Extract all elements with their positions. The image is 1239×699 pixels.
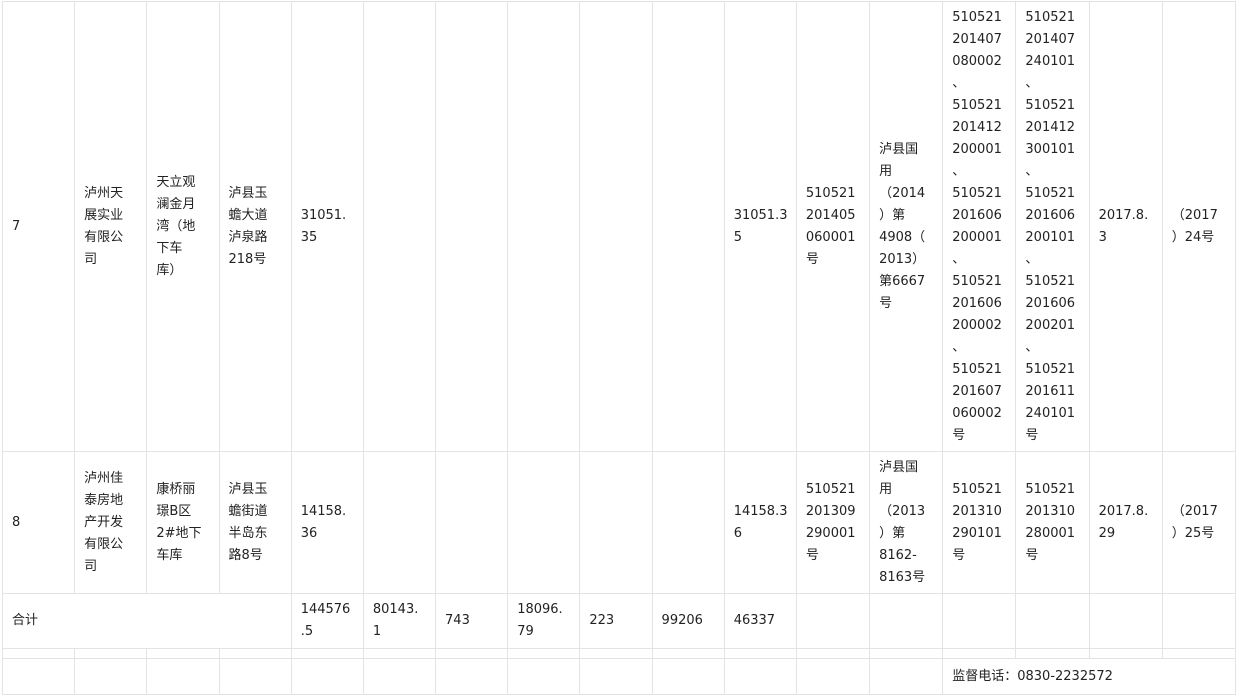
date-cell: 2017.8. 3 xyxy=(1088,1,1163,452)
empty-cell xyxy=(435,1,509,452)
empty-cell xyxy=(579,451,653,594)
empty-cell xyxy=(869,648,944,659)
company-cell: 泸州天 展实业 有限公 司 xyxy=(74,1,148,452)
empty-cell xyxy=(1088,593,1163,649)
empty-cell xyxy=(362,648,437,659)
empty-cell xyxy=(942,648,1017,659)
empty-cell xyxy=(146,648,220,659)
empty-cell xyxy=(651,658,725,695)
empty-cell xyxy=(579,1,653,452)
total-value-cell: 80143. 1 xyxy=(362,593,437,649)
empty-cell xyxy=(651,1,725,452)
certificate-cell: 510521 201309 290001 号 xyxy=(795,451,871,594)
empty-cell xyxy=(74,648,148,659)
empty-cell xyxy=(435,658,509,695)
location-cell: 泸县玉 蟾街道 半岛东 路8号 xyxy=(218,451,292,594)
empty-cell xyxy=(507,451,581,594)
project-cell: 康桥丽 璟B区 2#地下 车库 xyxy=(146,451,220,594)
empty-cell xyxy=(579,658,653,695)
table-row: 8 泸州佳 泰房地 产开发 有限公 司 康桥丽 璟B区 2#地下 车库 泸县玉 … xyxy=(1,451,1237,594)
empty-cell xyxy=(146,658,220,695)
empty-cell xyxy=(795,648,871,659)
total-value-cell: 144576 .5 xyxy=(290,593,364,649)
permit-a-cell: 510521 201310 290101 号 xyxy=(942,451,1017,594)
empty-cell xyxy=(723,658,797,695)
footer-row: 监督电话：0830-2232572 xyxy=(1,658,1236,695)
empty-cell xyxy=(1015,648,1090,659)
empty-cell xyxy=(362,451,437,594)
date-cell: 2017.8. 29 xyxy=(1088,451,1163,594)
empty-cell xyxy=(869,658,944,695)
total-value-cell: 743 xyxy=(435,593,509,649)
certificate-cell: 510521 201405 060001 号 xyxy=(795,1,871,452)
area-total-cell: 14158.3 6 xyxy=(723,451,797,594)
supervision-phone: 监督电话：0830-2232572 xyxy=(942,658,1236,695)
area-cell: 31051. 35 xyxy=(290,1,364,452)
row-index-cell: 7 xyxy=(1,1,76,452)
empty-cell xyxy=(579,648,653,659)
empty-cell xyxy=(1088,648,1163,659)
empty-cell xyxy=(507,658,581,695)
land-cert-cell: 泸县国 用 （2013 ）第 8162- 8163号 xyxy=(869,451,944,594)
permit-b-cell: 510521 201310 280001 号 xyxy=(1015,451,1090,594)
total-value-cell: 18096. 79 xyxy=(507,593,581,649)
doc-number-cell: （2017 ）25号 xyxy=(1161,451,1237,594)
row-index-cell: 8 xyxy=(1,451,76,594)
empty-cell xyxy=(362,1,437,452)
empty-cell xyxy=(74,658,148,695)
empty-cell xyxy=(795,593,871,649)
empty-cell xyxy=(723,648,797,659)
total-value-cell: 46337 xyxy=(723,593,797,649)
table-row: 7 泸州天 展实业 有限公 司 天立观 澜金月 湾（地 下车 库） 泸县玉 蟾大… xyxy=(1,1,1237,452)
empty-cell xyxy=(218,648,292,659)
empty-cell xyxy=(1,658,76,695)
empty-cell xyxy=(507,1,581,452)
empty-cell xyxy=(362,658,437,695)
empty-cell xyxy=(1161,593,1237,649)
land-cert-cell: 泸县国 用 （2014 ）第 4908（ 2013） 第6667 号 xyxy=(869,1,944,452)
empty-cell xyxy=(651,648,725,659)
location-cell: 泸县玉 蟾大道 泸泉路 218号 xyxy=(218,1,292,452)
empty-cell xyxy=(507,648,581,659)
spacer-row xyxy=(1,648,1237,659)
total-row: 合计 144576 .5 80143. 1 743 18096. 79 223 … xyxy=(2,593,1237,649)
empty-cell xyxy=(1015,593,1090,649)
empty-cell xyxy=(1,648,76,659)
empty-cell xyxy=(290,658,364,695)
doc-number-cell: （2017 ）24号 xyxy=(1161,1,1237,452)
empty-cell xyxy=(1161,648,1237,659)
total-value-cell: 99206 xyxy=(651,593,725,649)
total-label-cell: 合计 xyxy=(2,593,292,649)
permit-a-cell: 510521 201407 080002 、 510521 201412 200… xyxy=(942,1,1017,452)
project-cell: 天立观 澜金月 湾（地 下车 库） xyxy=(146,1,220,452)
empty-cell xyxy=(435,648,509,659)
empty-cell xyxy=(869,593,944,649)
empty-cell xyxy=(651,451,725,594)
empty-cell xyxy=(218,658,292,695)
area-cell: 14158. 36 xyxy=(290,451,364,594)
empty-cell xyxy=(795,658,871,695)
empty-cell xyxy=(942,593,1017,649)
total-value-cell: 223 xyxy=(579,593,653,649)
permit-b-cell: 510521 201407 240101 、 510521 201412 300… xyxy=(1015,1,1090,452)
empty-cell xyxy=(435,451,509,594)
company-cell: 泸州佳 泰房地 产开发 有限公 司 xyxy=(74,451,148,594)
empty-cell xyxy=(290,648,364,659)
area-total-cell: 31051.3 5 xyxy=(723,1,797,452)
